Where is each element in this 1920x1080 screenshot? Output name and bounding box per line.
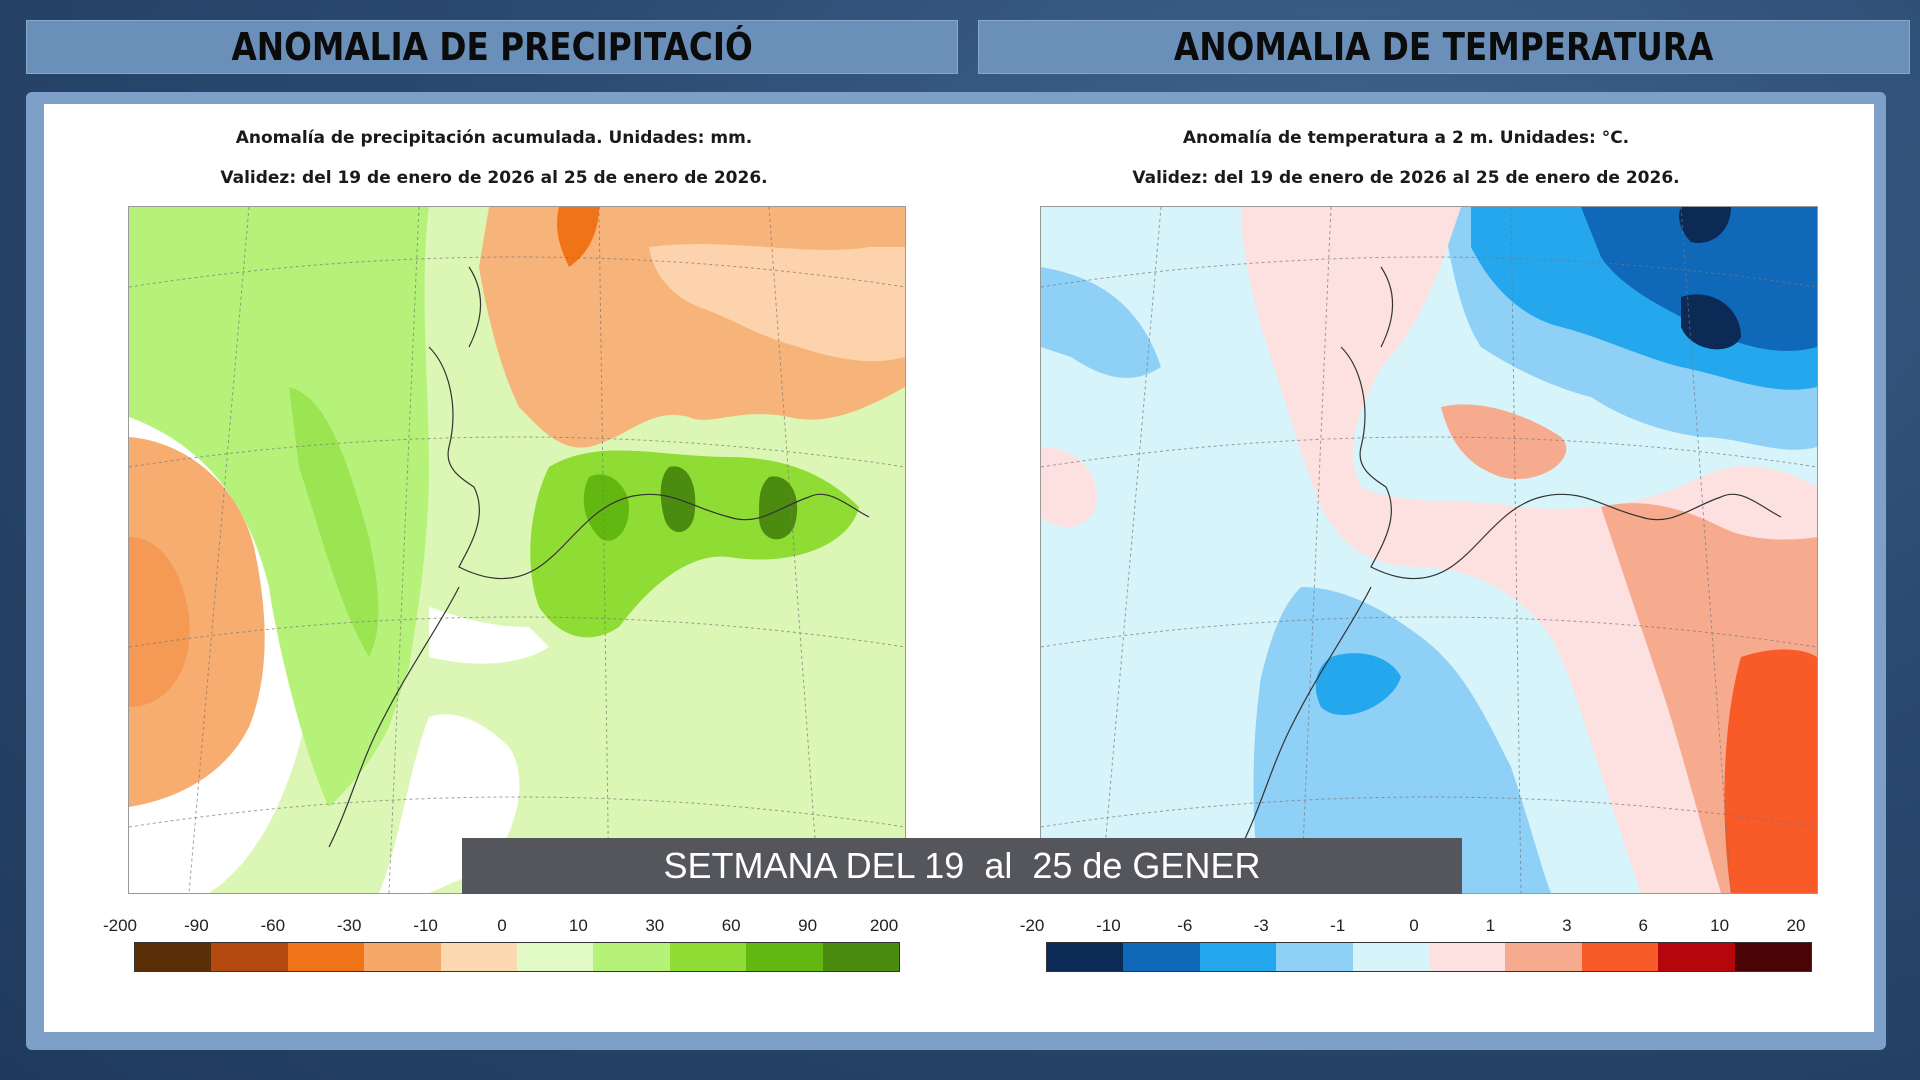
temp-tick: 20 xyxy=(1786,916,1806,935)
precip-tick: 0 xyxy=(497,916,507,935)
precipitation-colorbar xyxy=(134,942,900,972)
temperature-header: ANOMALIA DE TEMPERATURA xyxy=(978,20,1910,74)
temperature-colorbar-swatch xyxy=(1734,943,1812,971)
temperature-colorbar-swatch xyxy=(1658,943,1735,971)
temperature-map-title: Anomalía de temperatura a 2 m. Unidades:… xyxy=(1182,128,1630,148)
precipitation-colorbar-swatch xyxy=(669,943,747,971)
temperature-colorbar-swatch xyxy=(1123,943,1200,971)
precipitation-colorbar-swatch xyxy=(746,943,823,971)
precipitation-colorbar-swatch xyxy=(822,943,900,971)
temperature-map-validity: Validez: del 19 de enero de 2026 al 25 d… xyxy=(1132,168,1680,188)
precipitation-colorbar-swatch xyxy=(593,943,670,971)
temperature-colorbar-swatch xyxy=(1429,943,1506,971)
temp-tick: -10 xyxy=(1096,916,1121,935)
precipitation-header: ANOMALIA DE PRECIPITACIÓ xyxy=(26,20,958,74)
temperature-map xyxy=(1040,206,1818,894)
precip-tick: -10 xyxy=(413,916,438,935)
precipitation-map-title: Anomalía de precipitación acumulada. Uni… xyxy=(235,128,753,148)
precipitation-panel: Anomalía de precipitación acumulada. Uni… xyxy=(44,104,944,1032)
precipitation-map-validity: Validez: del 19 de enero de 2026 al 25 d… xyxy=(220,168,768,188)
temperature-colorbar-swatch xyxy=(1047,943,1124,971)
precip-tick: -200 xyxy=(102,916,138,935)
temp-tick: 10 xyxy=(1710,916,1730,935)
precip-tick: -90 xyxy=(184,916,209,935)
precip-tick: 60 xyxy=(721,916,741,935)
precipitation-map xyxy=(128,206,906,894)
precipitation-colorbar-swatch xyxy=(287,943,365,971)
temp-tick: -6 xyxy=(1177,916,1193,935)
temp-tick: 6 xyxy=(1638,916,1648,935)
precipitation-header-title: ANOMALIA DE PRECIPITACIÓ xyxy=(231,25,753,69)
precip-tick: -30 xyxy=(336,916,362,935)
temperature-colorbar-swatch xyxy=(1199,943,1277,971)
temp-tick: -3 xyxy=(1253,916,1269,935)
precipitation-colorbar-ticks: -200 -90 -60 -30 -10 0 10 30 60 90 200 xyxy=(103,916,898,936)
precip-tick: -60 xyxy=(260,916,286,935)
precip-tick: 10 xyxy=(568,916,588,935)
week-caption: SETMANA DEL 19 al 25 de GENER xyxy=(462,838,1462,894)
temperature-colorbar xyxy=(1046,942,1812,972)
temperature-panel: Anomalía de temperatura a 2 m. Unidades:… xyxy=(956,104,1856,1032)
precipitation-colorbar-swatch xyxy=(211,943,288,971)
temp-tick: 0 xyxy=(1409,916,1419,935)
temperature-colorbar-ticks: -20 -10 -6 -3 -1 0 1 3 6 10 20 xyxy=(1020,916,1806,936)
precip-tick: 90 xyxy=(798,916,818,935)
temp-tick: 1 xyxy=(1485,916,1496,935)
temperature-colorbar-swatch xyxy=(1276,943,1353,971)
temperature-colorbar-swatch xyxy=(1352,943,1430,971)
temp-tick: 3 xyxy=(1562,916,1572,935)
precipitation-colorbar-swatch xyxy=(517,943,594,971)
temp-tick: -20 xyxy=(1019,916,1045,935)
temp-tick: -1 xyxy=(1330,916,1346,935)
precip-tick: 30 xyxy=(645,916,665,935)
precipitation-colorbar-swatch xyxy=(440,943,518,971)
temperature-header-title: ANOMALIA DE TEMPERATURA xyxy=(1174,25,1714,69)
temperature-colorbar-swatch xyxy=(1505,943,1582,971)
precipitation-colorbar-swatch xyxy=(364,943,441,971)
precipitation-colorbar-swatch xyxy=(135,943,212,971)
temperature-colorbar-swatch xyxy=(1581,943,1659,971)
precip-tick: 200 xyxy=(869,916,899,935)
